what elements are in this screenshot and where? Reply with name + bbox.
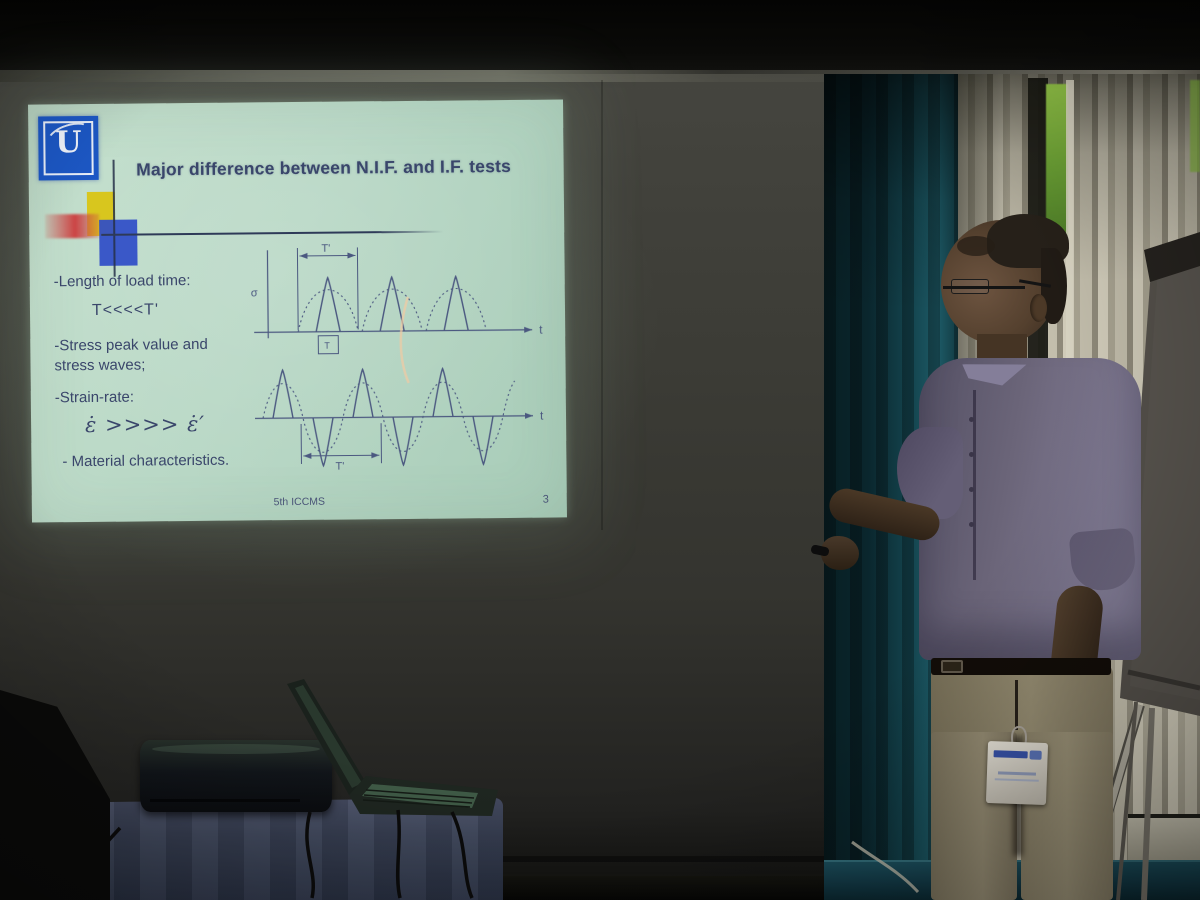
presenter	[810, 212, 1160, 900]
shirt-button	[969, 522, 974, 527]
stress-waveform-diagram: σ t T' T t T'	[251, 243, 544, 473]
short-period-box	[317, 335, 339, 355]
projector	[140, 740, 332, 812]
sigma-axis-label: σ	[251, 287, 258, 299]
window-light-slit	[1066, 80, 1074, 410]
flipchart-third-leg	[1116, 701, 1138, 900]
flipchart-board-face	[1130, 256, 1200, 700]
t-axis-label-top: t	[539, 323, 543, 337]
keyboard-rows	[362, 789, 475, 808]
t-axis-label-bottom: t	[540, 409, 544, 423]
badge-text-line	[997, 771, 1037, 776]
badge-logo-mark	[1029, 750, 1042, 760]
window-sill-seam	[1128, 814, 1200, 819]
shirt-button	[969, 452, 974, 457]
shirt-button	[969, 487, 974, 492]
period-short-label: T	[324, 341, 330, 351]
impulse-peaks-bottom	[272, 367, 494, 468]
window-foliage-corner	[1190, 80, 1200, 172]
light-streak-artifact	[399, 296, 410, 384]
wall-cable	[851, 840, 920, 894]
presenter-ear	[1030, 294, 1047, 322]
projected-slide: U Major difference between N.I.F. and I.…	[28, 99, 567, 523]
period-marker-top	[296, 247, 359, 330]
badge-text-line	[994, 778, 1039, 782]
period-long-label-top: T'	[321, 243, 330, 255]
table-cables	[60, 809, 474, 899]
window-foliage	[1046, 84, 1068, 236]
slow-stress-wave-bottom	[262, 380, 516, 453]
shirt-button	[969, 417, 974, 422]
projector-top-sheen	[152, 744, 320, 754]
shirt-placket	[973, 390, 976, 580]
laptop-screen-glow	[295, 685, 362, 788]
flipchart-tray	[1127, 669, 1200, 691]
bottom-x-axis	[255, 415, 534, 420]
flipchart-rear-leg	[1141, 707, 1155, 900]
badge-strap	[1015, 680, 1018, 730]
badge-logo-bar	[993, 750, 1028, 759]
conference-badge	[985, 740, 1049, 806]
period-marker-bottom	[300, 423, 382, 464]
ceiling-dark-band	[0, 0, 1200, 74]
slow-stress-wave-top	[297, 288, 487, 333]
projector-vent	[150, 799, 300, 802]
glasses	[943, 286, 1025, 289]
period-long-label-bottom: T'	[335, 461, 344, 473]
flipchart-clamp-bar	[1144, 232, 1200, 282]
top-y-axis	[266, 250, 269, 339]
presenter-hair-side	[957, 236, 995, 256]
belt	[931, 658, 1111, 675]
belt-buckle	[941, 660, 963, 673]
wall-crease	[601, 80, 603, 530]
impulse-peaks-top	[315, 274, 469, 332]
